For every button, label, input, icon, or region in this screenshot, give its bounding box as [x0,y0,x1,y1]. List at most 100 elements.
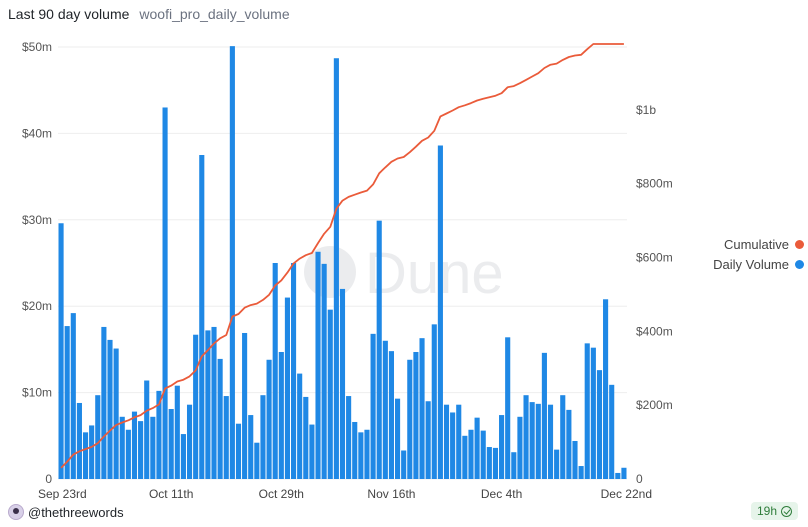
bar-daily-volume [58,223,64,479]
bar-daily-volume [443,404,450,479]
bar-daily-volume [297,373,303,479]
bar-daily-volume [554,449,560,479]
bar-daily-volume [168,409,174,479]
bar-daily-volume [584,343,590,479]
bar-daily-volume [578,466,584,479]
bar-daily-volume [119,416,125,479]
bar-daily-volume [376,220,382,479]
bar-daily-volume [266,359,272,479]
bar-daily-volume [431,324,437,479]
x-tick-label: Dec 4th [481,487,522,500]
author-handle[interactable]: @thethreewords [28,505,124,520]
bar-daily-volume [388,351,395,479]
bar-daily-volume [407,359,413,479]
bar-daily-volume [144,380,150,479]
y-right-tick-label: $1b [636,103,656,117]
bar-daily-volume [603,299,609,479]
bar-daily-volume [333,58,339,480]
y-right-tick-label: $800m [636,177,673,191]
bar-daily-volume [358,432,364,479]
bar-daily-volume [468,429,474,479]
check-circle-icon [781,505,792,517]
y-right-tick-label: $400m [636,324,673,338]
bar-daily-volume [474,417,480,479]
bar-daily-volume [101,326,107,479]
bar-daily-volume [64,326,70,479]
bar-daily-volume [235,423,242,479]
bar-daily-volume [76,402,82,479]
bar-daily-volume [437,145,443,479]
bar-daily-volume [352,421,358,479]
bar-daily-volume [621,467,627,479]
bar-daily-volume [260,395,266,479]
bar-daily-volume [217,358,223,479]
bar-daily-volume [321,263,327,479]
bar-daily-volume [107,339,113,479]
bar-daily-volume [272,263,278,479]
legend-label-cumulative: Cumulative [723,236,789,252]
y-right-tick-label: $200m [636,398,673,412]
bar-daily-volume [547,404,554,479]
chart-header: Last 90 day volume woofi_pro_daily_volum… [8,6,290,26]
y-left-tick-label: $10m [22,386,52,400]
bar-daily-volume [193,334,199,479]
x-tick-label: Nov 16th [367,487,415,500]
bar-daily-volume [370,333,376,479]
bar-daily-volume [425,401,431,479]
bar-daily-volume [364,429,370,479]
bar-daily-volume [315,251,321,479]
bar-daily-volume [505,337,511,479]
bar-daily-volume [70,313,76,479]
author-avatar[interactable] [8,504,24,520]
y-right-tick-label: 0 [636,472,643,486]
x-tick-label: Sep 23rd [38,487,87,500]
bar-daily-volume [162,107,168,479]
bar-daily-volume [499,415,505,479]
legend-swatch-daily-volume [795,259,804,269]
bar-daily-volume [480,430,486,479]
bar-daily-volume [327,309,333,479]
bar-daily-volume [223,396,229,479]
bar-daily-volume [541,352,547,479]
bar-daily-volume [517,416,523,479]
bar-daily-volume [180,434,186,479]
bar-daily-volume [138,421,144,479]
bar-daily-volume [303,396,309,479]
bar-daily-volume [113,348,119,479]
bar-daily-volume [95,395,101,479]
bar-daily-volume [339,288,346,479]
legend-item-cumulative[interactable]: Cumulative [700,234,804,254]
bar-daily-volume [492,447,499,479]
bar-daily-volume [382,340,388,479]
chart-footer: @thethreewords 19h [0,500,808,527]
bar-daily-volume [535,403,541,479]
bar-daily-volume [566,409,572,479]
bar-daily-volume [174,385,180,479]
bar-daily-volume [309,424,315,479]
bar-daily-volume [131,411,138,479]
bar-daily-volume [248,415,254,479]
legend-label-daily-volume: Daily Volume [713,256,789,272]
bar-daily-volume [211,326,217,479]
y-right-tick-label: $600m [636,250,673,264]
chart-legend: Cumulative Daily Volume [700,234,804,274]
freshness-age: 19h [756,504,777,518]
x-tick-label: Oct 11th [149,487,193,500]
y-left-tick-label: $50m [22,40,52,54]
bar-daily-volume [89,425,95,479]
x-tick-label: Dec 22nd [601,487,652,500]
bar-daily-volume [150,416,156,479]
bar-daily-volume [529,402,535,479]
legend-item-daily-volume[interactable]: Daily Volume [700,254,804,274]
bar-daily-volume [413,351,419,479]
bar-daily-volume [156,390,162,479]
bar-daily-volume [486,447,492,479]
bar-daily-volume [186,404,193,479]
freshness-badge: 19h [750,502,798,520]
bar-daily-volume [284,297,290,479]
bar-daily-volume [590,347,596,479]
bar-daily-volume [229,46,235,480]
y-left-tick-label: $40m [22,126,52,140]
bar-daily-volume [125,429,131,479]
bar-daily-volume [511,452,517,479]
